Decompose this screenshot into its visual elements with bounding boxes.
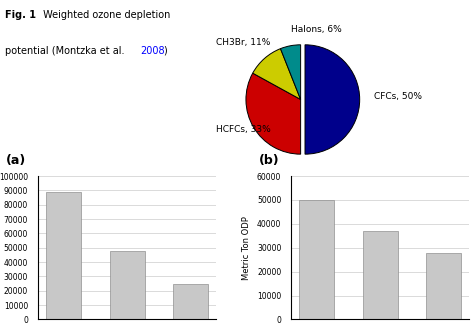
Text: Fig. 1: Fig. 1 [5,10,36,20]
Bar [173,284,208,319]
Bar [299,200,334,319]
Bar [363,231,398,319]
Text: Halons, 6%: Halons, 6% [291,25,341,34]
Bar [426,253,461,319]
Text: (a): (a) [6,155,26,168]
Wedge shape [305,45,360,154]
Text: ): ) [164,46,167,56]
Text: CH3Br, 11%: CH3Br, 11% [216,37,270,47]
Text: CFCs, 50%: CFCs, 50% [374,92,422,101]
Text: (b): (b) [259,155,280,168]
Wedge shape [253,49,301,99]
Wedge shape [246,73,301,154]
Bar [46,192,81,319]
Wedge shape [281,45,301,99]
Text: 2008: 2008 [140,46,164,56]
Text: potential (Montzka et al.: potential (Montzka et al. [5,46,128,56]
Bar [109,251,145,319]
Text: Weighted ozone depletion: Weighted ozone depletion [40,10,171,20]
Y-axis label: Metric Ton ODP: Metric Ton ODP [242,216,251,280]
Text: HCFCs, 33%: HCFCs, 33% [216,125,271,134]
